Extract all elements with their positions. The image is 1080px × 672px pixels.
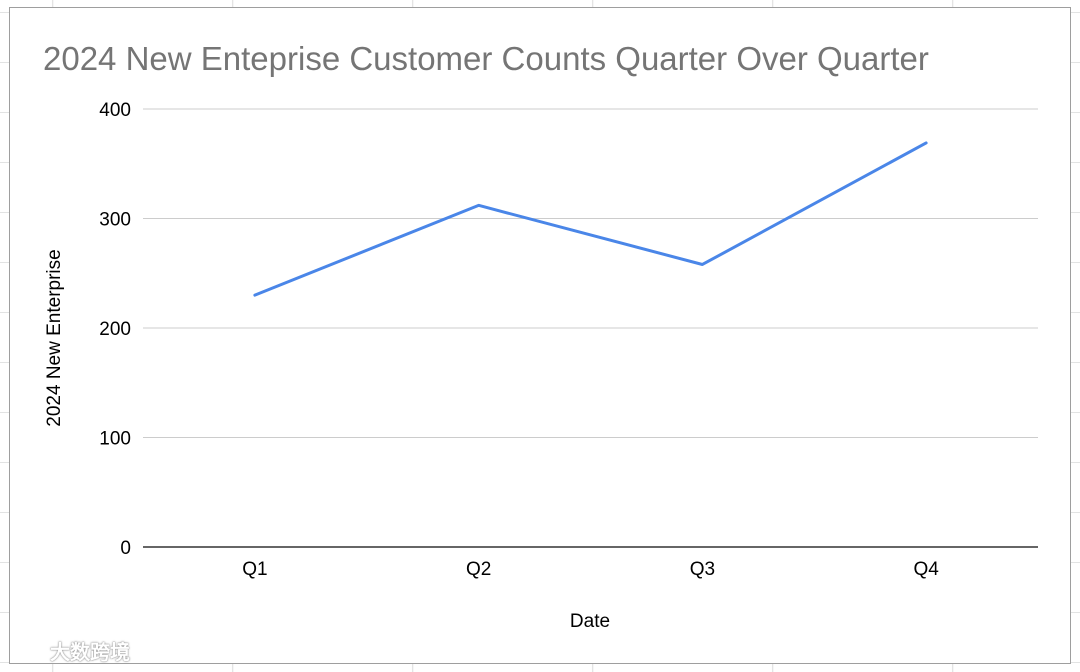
gridlines <box>143 108 1038 548</box>
series-line[interactable] <box>253 141 928 297</box>
y-tick-label: 0 <box>120 538 131 559</box>
y-axis-ticks: 0 100 200 300 400 <box>99 100 131 559</box>
x-axis-label: Date <box>570 611 610 632</box>
data-point[interactable] <box>250 290 260 300</box>
y-tick-label: 400 <box>99 100 131 121</box>
data-point[interactable] <box>474 200 484 210</box>
data-point[interactable] <box>697 259 707 269</box>
x-tick-label: Q1 <box>242 559 267 580</box>
x-tick-label: Q3 <box>690 559 715 580</box>
watermark: 大数跨境 <box>16 636 130 665</box>
y-tick-label: 200 <box>99 319 131 340</box>
x-tick-label: Q4 <box>913 559 939 580</box>
series-layer <box>250 138 931 300</box>
x-axis-ticks: Q1 Q2 Q3 Q4 <box>242 559 939 580</box>
chart-title: 2024 New Enteprise Customer Counts Quart… <box>43 40 929 77</box>
watermark-text: 大数跨境 <box>50 640 130 664</box>
y-tick-label: 100 <box>99 429 131 450</box>
watermark-logo-icon <box>17 641 43 658</box>
y-tick-label: 300 <box>99 210 131 231</box>
data-point[interactable] <box>921 138 931 148</box>
x-tick-label: Q2 <box>466 559 491 580</box>
y-axis-label: 2024 New Enterprise <box>44 249 65 426</box>
chart-container[interactable] <box>9 7 1071 664</box>
